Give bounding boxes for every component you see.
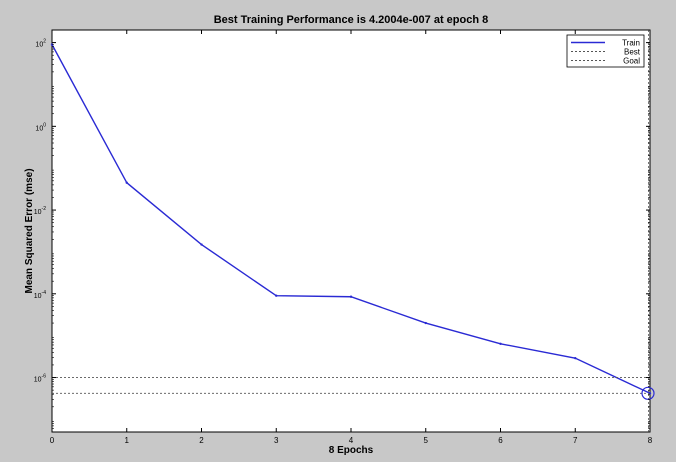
x-tick-label: 5 — [424, 436, 429, 445]
chart-title: Best Training Performance is 4.2004e-007… — [214, 14, 489, 26]
y-tick-label: 10-4 — [34, 290, 46, 300]
train-point — [125, 181, 128, 184]
y-axis-label: Mean Squared Error (mse) — [24, 168, 35, 293]
train-point — [200, 243, 203, 246]
x-tick-label: 4 — [349, 436, 354, 445]
legend-label-goal: Goal — [623, 57, 640, 66]
legend-label-train: Train — [622, 39, 640, 48]
x-tick-label: 7 — [573, 436, 578, 445]
x-axis-label: 8 Epochs — [329, 445, 374, 456]
x-tick-label: 8 — [648, 436, 653, 445]
x-tick-label: 3 — [274, 436, 279, 445]
plot-area — [51, 29, 651, 433]
x-tick-label: 0 — [50, 436, 55, 445]
axes-layer: 0 1 2 3 4 5 6 7 8 102 100 10-2 10-4 10-6 — [34, 29, 653, 445]
y-tick-label: 100 — [35, 122, 46, 132]
y-tick-label: 10-2 — [34, 206, 46, 216]
train-point — [424, 321, 427, 325]
legend-label-best: Best — [624, 48, 641, 57]
x-tick-label: 6 — [498, 436, 503, 445]
train-point — [349, 295, 353, 298]
train-point — [574, 356, 577, 360]
y-tick-label: 102 — [35, 39, 46, 49]
train-point — [275, 294, 278, 297]
x-tick-label: 2 — [199, 436, 204, 445]
x-tick-label: 1 — [125, 436, 130, 445]
legend: Train Best Goal — [566, 34, 645, 68]
train-point — [499, 342, 502, 345]
y-tick-label: 10-6 — [34, 374, 46, 384]
